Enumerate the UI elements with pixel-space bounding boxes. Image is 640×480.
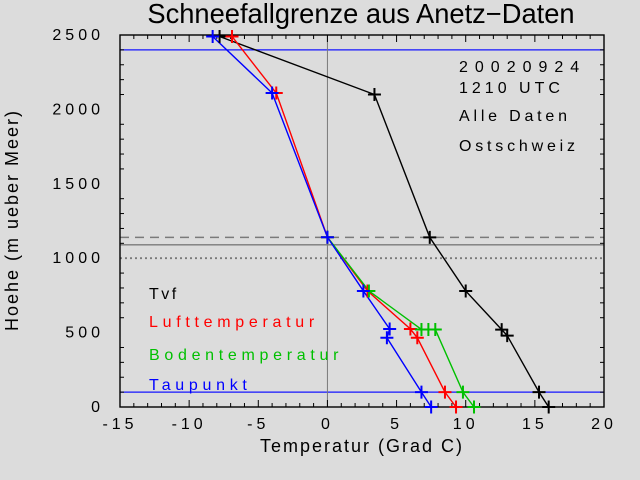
svg-text:Temperatur (Grad C): Temperatur (Grad C) [260,436,464,456]
svg-text:500: 500 [65,325,104,342]
svg-text:Lufttemperatur: Lufttemperatur [149,314,319,331]
svg-text:Ostschweiz: Ostschweiz [459,138,579,155]
svg-text:Alle Daten: Alle Daten [459,108,571,125]
svg-text:Bodentemperatur: Bodentemperatur [149,347,343,364]
svg-text:1000: 1000 [52,250,104,267]
svg-text:1210 UTC: 1210 UTC [459,80,564,97]
svg-text:Schneefallgrenze aus Anetz−Dat: Schneefallgrenze aus Anetz−Daten [147,0,574,29]
svg-text:1500: 1500 [52,176,104,193]
svg-text:Tvf: Tvf [149,286,179,303]
svg-text:5: 5 [390,416,403,433]
svg-text:Hoehe (m ueber Meer): Hoehe (m ueber Meer) [2,109,22,331]
svg-text:Taupunkt: Taupunkt [149,377,252,394]
svg-text:10: 10 [453,416,479,433]
svg-text:2000: 2000 [52,101,104,118]
svg-text:15: 15 [522,416,548,433]
svg-text:-15: -15 [102,416,137,433]
svg-text:0: 0 [321,416,334,433]
svg-text:-10: -10 [172,416,207,433]
svg-text:2500: 2500 [52,27,104,44]
svg-text:-5: -5 [247,416,269,433]
svg-text:20: 20 [591,416,617,433]
svg-text:20020924: 20020924 [459,59,586,76]
svg-text:0: 0 [91,399,104,416]
